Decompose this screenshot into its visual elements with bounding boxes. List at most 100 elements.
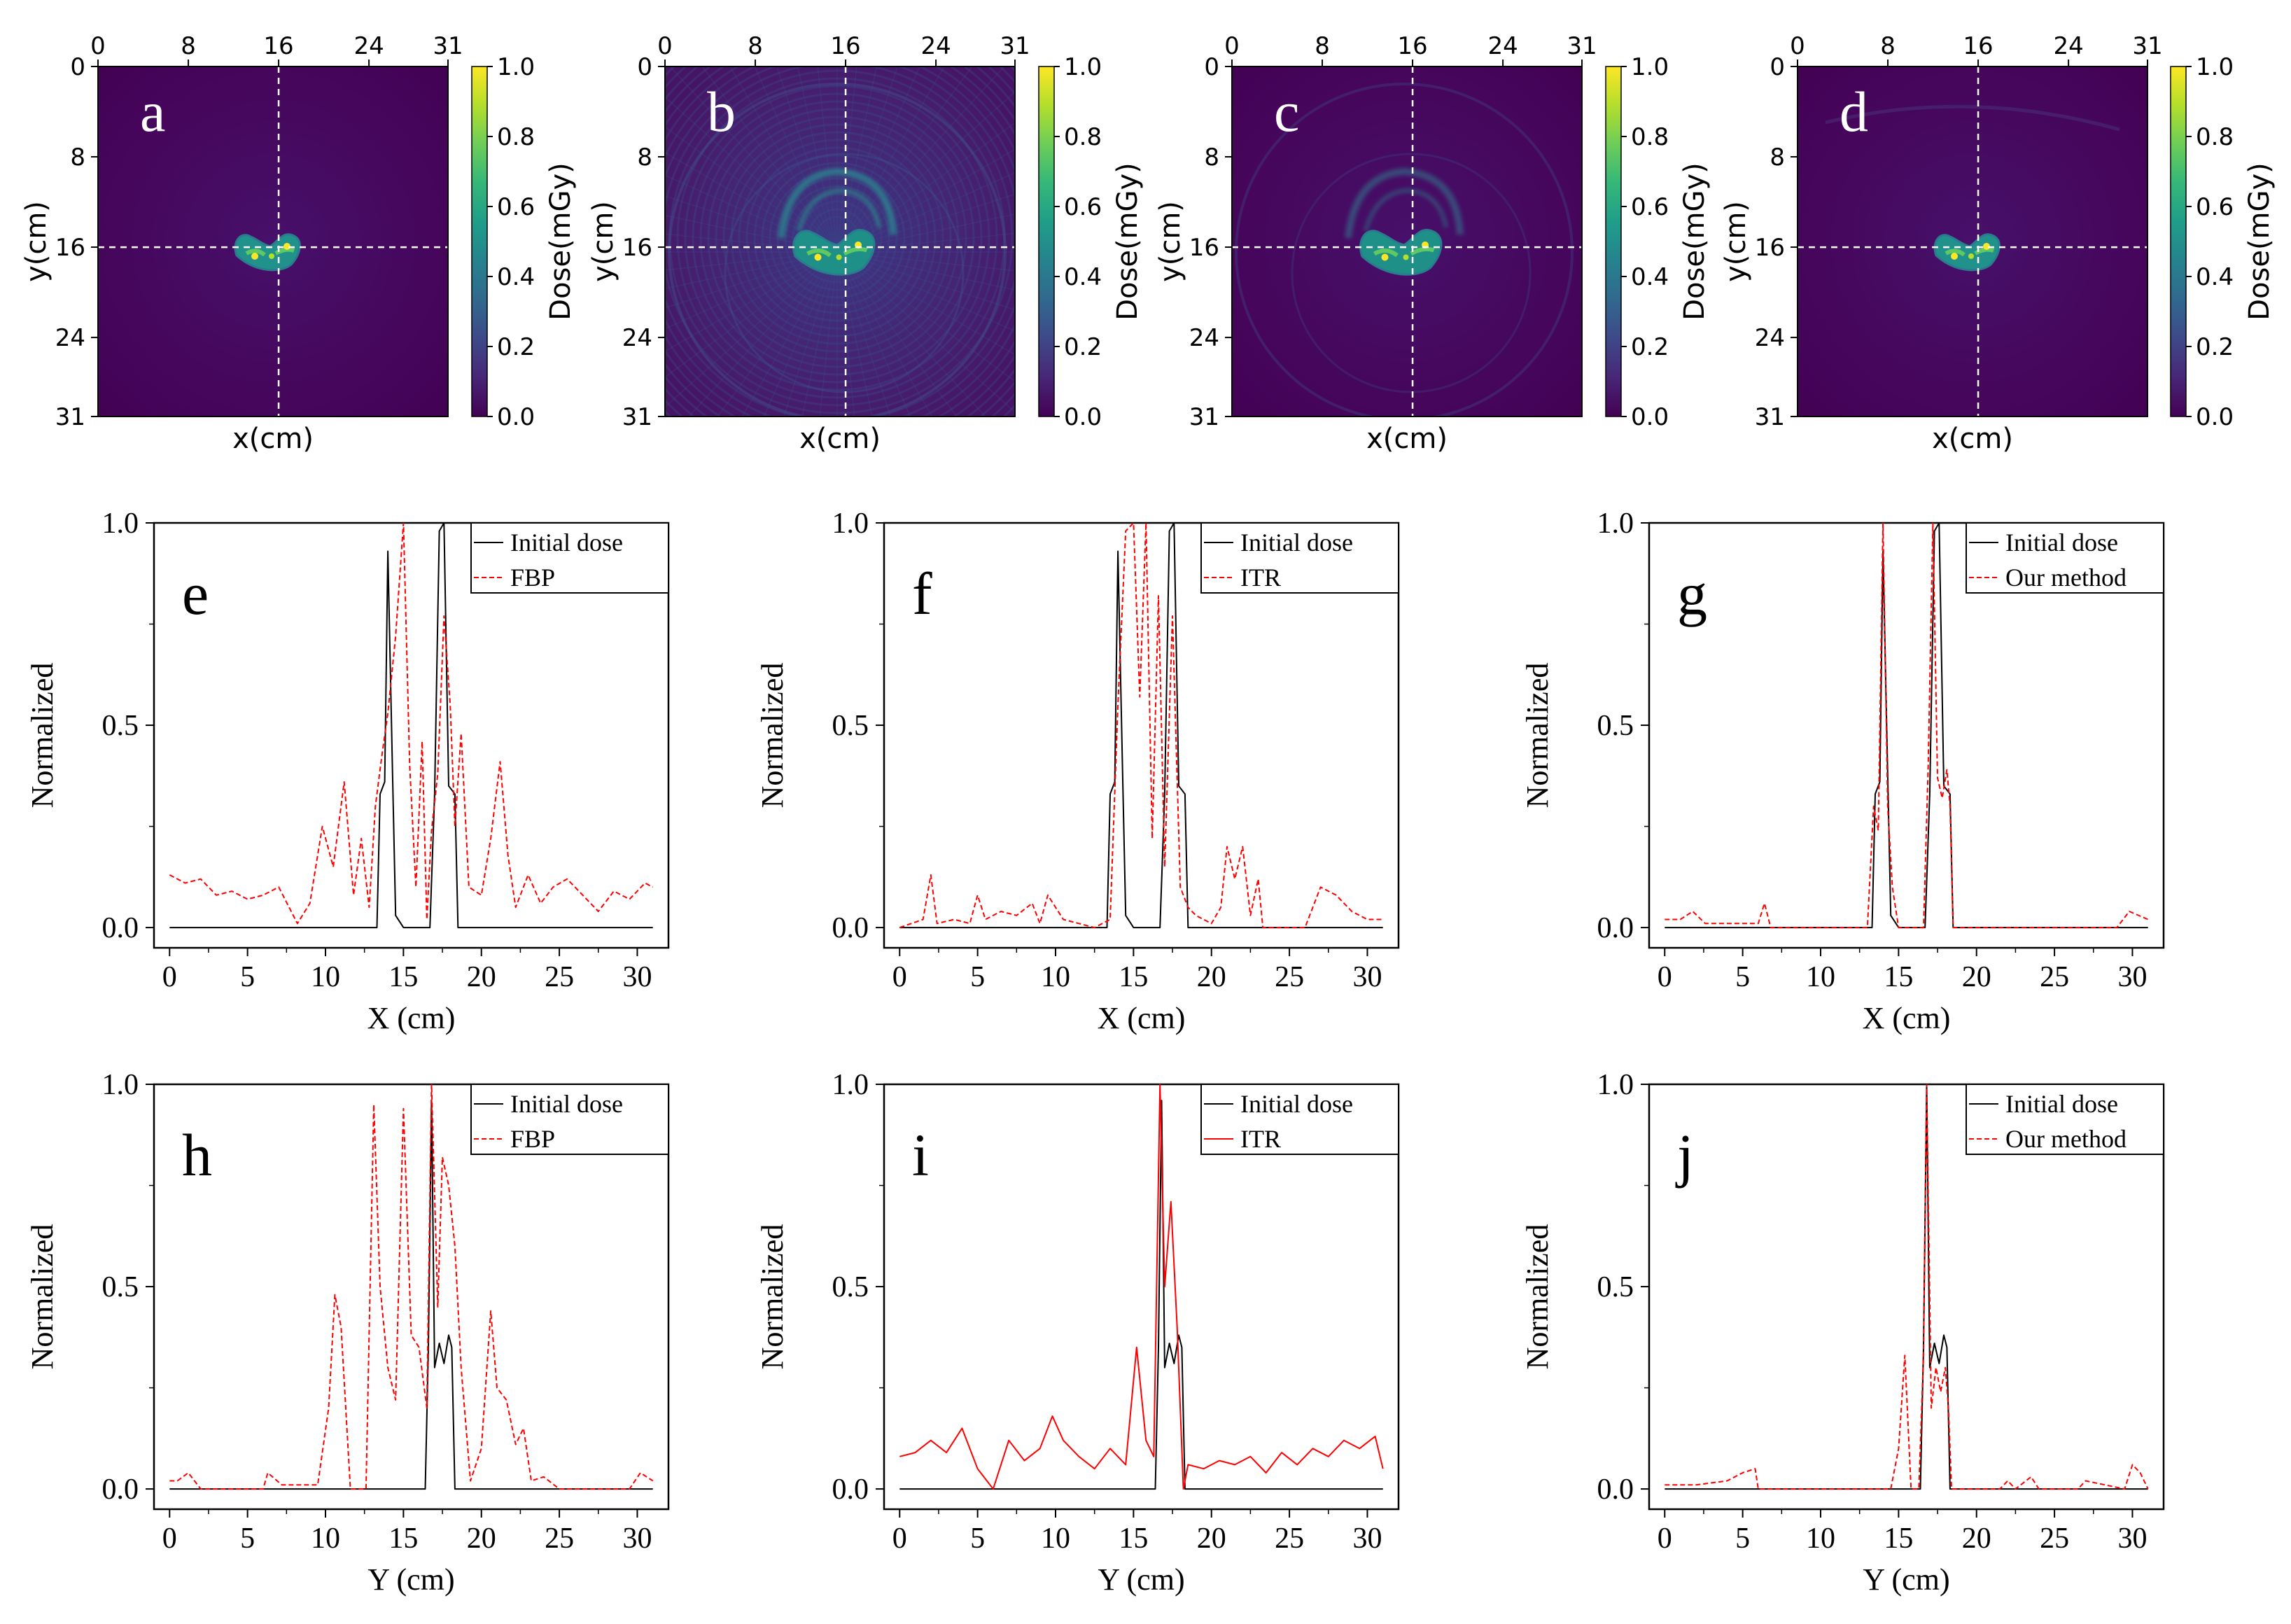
dose-ridge	[274, 247, 295, 255]
series-initial-dose	[899, 1100, 1383, 1490]
series-initial-dose	[169, 523, 653, 929]
streak-ray	[836, 251, 873, 416]
streak-ray	[665, 251, 838, 408]
panel-letter: a	[140, 80, 165, 144]
colorbar-tick-label: 0.4	[2196, 263, 2234, 291]
panel-letter: e	[182, 560, 209, 627]
streak-ray	[836, 251, 1015, 332]
dose-hotspot	[1983, 243, 1990, 250]
series-reconstruction	[899, 1084, 1384, 1490]
colorbar-tick-label: 0.8	[2196, 123, 2234, 151]
x-tick-label: 0	[1790, 32, 1805, 60]
colorbar-label: Dose(mGy)	[2243, 162, 2276, 321]
x-tick-label: 24	[1487, 32, 1518, 60]
dose-region	[1933, 233, 2001, 272]
legend-label: Initial dose	[510, 528, 623, 556]
y-tick-label: 24	[1189, 324, 1219, 352]
plot-frame	[883, 1083, 1400, 1511]
streak-ray	[836, 251, 892, 416]
panel-letter: d	[1840, 80, 1868, 144]
heatmap-image	[1235, 83, 1574, 416]
artifact-ring	[1235, 83, 1574, 416]
streak-ray	[665, 126, 838, 253]
artifact-arc	[778, 167, 897, 239]
streak-ring	[676, 77, 998, 399]
x-tick-label: 24	[2053, 32, 2083, 60]
streak-ring	[707, 108, 967, 368]
streak-ring	[665, 66, 1014, 414]
streak-ray	[836, 66, 898, 253]
y-tick-label: 1.0	[102, 507, 139, 540]
y-axis-label: Normalized	[25, 1224, 59, 1370]
x-tick-label: 25	[2040, 961, 2069, 993]
y-axis-label: Normalized	[755, 663, 790, 808]
x-tick-label: 15	[1119, 961, 1148, 993]
colorbar-gradient	[1038, 66, 1055, 417]
streak-ring	[738, 139, 937, 337]
x-tick-label: 0	[1658, 961, 1672, 993]
colorbar-tick-label: 0.8	[1631, 123, 1669, 151]
legend-label: Initial dose	[510, 1090, 623, 1118]
colorbar: 0.0 0.2 0.4 0.6 0.8 1.0 Dose(mGy)	[1038, 53, 1144, 431]
y-tick-label: 0.5	[102, 1271, 139, 1303]
y-axis-label: Normalized	[1520, 1224, 1555, 1370]
x-tick-label: 5	[1735, 1522, 1750, 1555]
x-axis-label: x(cm)	[1932, 423, 2013, 455]
x-tick-label: 20	[467, 961, 496, 993]
streak-ray	[665, 251, 838, 290]
dose-ridge	[1410, 246, 1435, 256]
x-tick-label: 5	[970, 1522, 985, 1555]
x-tick-label: 30	[2117, 1522, 2147, 1555]
heatmap-panel-a: a0 8 16 24 3108162431x(cm)y(cm)0.00.20.40.60…	[20, 32, 577, 455]
x-tick-label: 30	[622, 961, 652, 993]
x-tick-label: 16	[1963, 32, 1993, 60]
colorbar: 0.0 0.2 0.4 0.6 0.8 1.0 Dose(mGy)	[1605, 53, 1711, 431]
streak-ray	[665, 251, 838, 271]
streak-ray	[741, 251, 838, 416]
colorbar-gradient	[1605, 66, 1622, 417]
x-tick-label: 25	[545, 961, 574, 993]
y-tick-label: 1.0	[1597, 507, 1634, 540]
panel-letter: j	[1675, 1121, 1694, 1189]
streak-ray	[801, 251, 838, 416]
y-tick-label: 31	[1755, 403, 1785, 431]
heatmap-frame	[97, 66, 449, 417]
x-axis-label: x(cm)	[232, 423, 314, 455]
y-tick-label: 1.0	[102, 1069, 139, 1101]
x-tick-label: 31	[1567, 32, 1597, 60]
y-tick-label: 31	[1189, 403, 1219, 431]
legend-label: Initial dose	[1240, 528, 1353, 556]
dose-region	[1359, 228, 1443, 276]
colorbar-tick-label: 1.0	[1064, 53, 1102, 81]
streak-ray	[836, 148, 1015, 253]
series-reconstruction	[1665, 1084, 2149, 1490]
y-tick-label: 0.0	[832, 912, 869, 944]
dose-ridge	[1373, 248, 1399, 258]
x-tick-label: 10	[311, 1522, 340, 1555]
streak-haze	[665, 66, 1015, 416]
streak-ray	[836, 251, 1015, 413]
colorbar-tick-label: 0.0	[497, 403, 535, 431]
streak-ray	[665, 251, 838, 309]
streak-ray	[817, 66, 838, 253]
colorbar-tick-label: 0.2	[497, 333, 535, 361]
x-tick-label: 5	[240, 1522, 255, 1555]
x-tick-label: 0	[162, 961, 177, 993]
y-tick-label: 16	[622, 234, 652, 262]
x-tick-label: 8	[181, 32, 196, 60]
plot-frame	[153, 522, 670, 949]
line-panel-h: 0 5 10 15 20 25 30 0.0 0.5 1.0 Y (cm) Normalized h In…	[25, 1069, 670, 1597]
streak-ray	[819, 251, 838, 416]
streak-ring	[784, 185, 890, 291]
y-tick-label: 24	[1755, 324, 1785, 352]
streak-ray	[836, 251, 986, 416]
y-tick-label: 0	[637, 53, 652, 81]
streak-ray	[836, 214, 1015, 253]
dose-region	[234, 233, 301, 272]
legend-box	[470, 522, 669, 594]
colorbar-tick-label: 0.0	[1631, 403, 1669, 431]
dose-hotspot	[1951, 253, 1958, 260]
plot-frame	[1648, 1083, 2165, 1511]
colorbar-tick-label: 0.0	[2196, 403, 2234, 431]
legend-label: Initial dose	[2005, 1090, 2118, 1118]
